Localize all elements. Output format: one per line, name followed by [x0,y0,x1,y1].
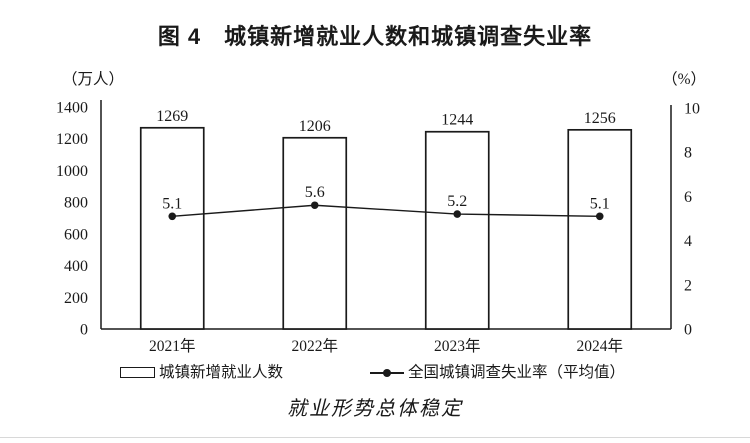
legend-item-new-employment: 城镇新增就业人数 [120,363,283,382]
bar-value-label: 1206 [299,118,331,135]
bar-value-label: 1244 [441,112,473,129]
legend-item-unemployment-rate: 全国城镇调查失业率（平均值） [370,363,625,382]
line-value-label: 5.2 [447,193,467,210]
line-point-icon [383,368,391,377]
bar-series-swatch-icon [120,367,155,378]
right-axis-tick-label: 2 [684,277,692,294]
bar-2021年 [139,126,205,330]
left-axis-tick-label: 1000 [56,163,88,180]
bottom-divider [0,437,750,438]
right-axis-tick-label: 6 [684,189,692,206]
x-axis-label: 2022年 [291,337,338,355]
line-series-swatch-icon [370,368,404,377]
x-axis-label: 2024年 [576,337,623,355]
figure-caption: 就业形势总体稳定 [287,398,463,420]
left-axis-tick-label: 200 [64,290,88,307]
left-axis-tick-label: 600 [64,226,88,243]
right-axis-unit-label: （%） [662,71,706,88]
line-point [595,212,604,221]
bar-value-label: 1269 [156,108,188,125]
right-axis-tick-label: 0 [684,322,692,339]
right-axis-tick-label: 8 [684,145,692,162]
line-value-label: 5.1 [590,195,610,212]
bar-2023年 [424,130,490,330]
left-axis-tick-label: 1400 [56,100,88,117]
left-axis-tick-label: 800 [64,195,88,212]
left-axis-tick-label: 0 [80,322,88,339]
line-value-label: 5.1 [162,195,182,212]
right-axis-tick-label: 10 [684,101,700,118]
left-axis-tick-label: 1200 [56,131,88,148]
figure-title: 图 4 城镇新增就业人数和城镇调查失业率 [157,24,593,49]
legend-label-new-employment: 城镇新增就业人数 [159,364,284,381]
x-axis-label: 2023年 [434,337,481,355]
line-point [310,201,319,210]
x-axis-label: 2021年 [149,337,196,355]
unemployment-line-series [172,204,600,217]
line-point [168,212,177,221]
right-axis-tick-label: 4 [684,233,692,250]
bar-value-label: 1256 [584,110,616,127]
line-value-label: 5.6 [305,184,325,201]
line-point [453,210,462,218]
bar-2022年 [282,136,348,330]
employment-chart: 0 200 400 600 800 1000 1200 1400 0 2 4 6 8 10 1269 1206… [56,100,700,356]
left-axis-tick-label: 400 [64,258,88,275]
legend-label-unemployment-rate: 全国城镇调查失业率（平均值） [408,364,626,381]
left-axis-unit-label: （万人） [62,71,125,88]
bar-2024年 [567,128,633,330]
